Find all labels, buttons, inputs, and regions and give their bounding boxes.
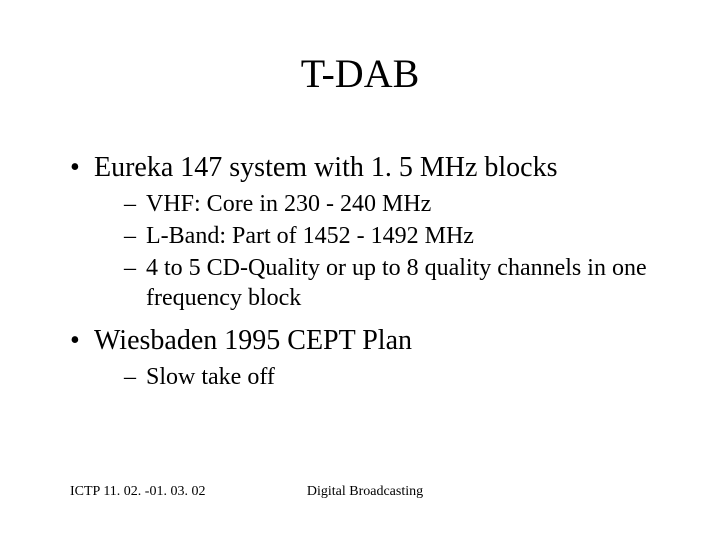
bullet-list-level2: Slow take off [94, 362, 660, 392]
bullet-list-level1: Eureka 147 system with 1. 5 MHz blocks V… [70, 150, 660, 392]
footer-left: ICTP 11. 02. -01. 03. 02 [70, 484, 205, 500]
sub-bullet-item: 4 to 5 CD-Quality or up to 8 quality cha… [124, 253, 660, 313]
sub-bullet-item: VHF: Core in 230 - 240 MHz [124, 189, 660, 219]
sub-bullet-text: VHF: Core in 230 - 240 MHz [146, 191, 431, 217]
bullet-text: Eureka 147 system with 1. 5 MHz blocks [94, 152, 558, 183]
slide-body: Eureka 147 system with 1. 5 MHz blocks V… [70, 150, 660, 402]
bullet-item: Wiesbaden 1995 CEPT Plan Slow take off [70, 323, 660, 392]
slide-title: T-DAB [0, 50, 720, 97]
sub-bullet-item: Slow take off [124, 362, 660, 392]
sub-bullet-text: Slow take off [146, 364, 275, 390]
bullet-list-level2: VHF: Core in 230 - 240 MHz L-Band: Part … [94, 189, 660, 313]
bullet-text: Wiesbaden 1995 CEPT Plan [94, 325, 412, 356]
sub-bullet-text: 4 to 5 CD-Quality or up to 8 quality cha… [146, 255, 647, 311]
sub-bullet-item: L-Band: Part of 1452 - 1492 MHz [124, 221, 660, 251]
sub-bullet-text: L-Band: Part of 1452 - 1492 MHz [146, 223, 474, 249]
slide: T-DAB Eureka 147 system with 1. 5 MHz bl… [0, 0, 720, 540]
bullet-item: Eureka 147 system with 1. 5 MHz blocks V… [70, 150, 660, 313]
